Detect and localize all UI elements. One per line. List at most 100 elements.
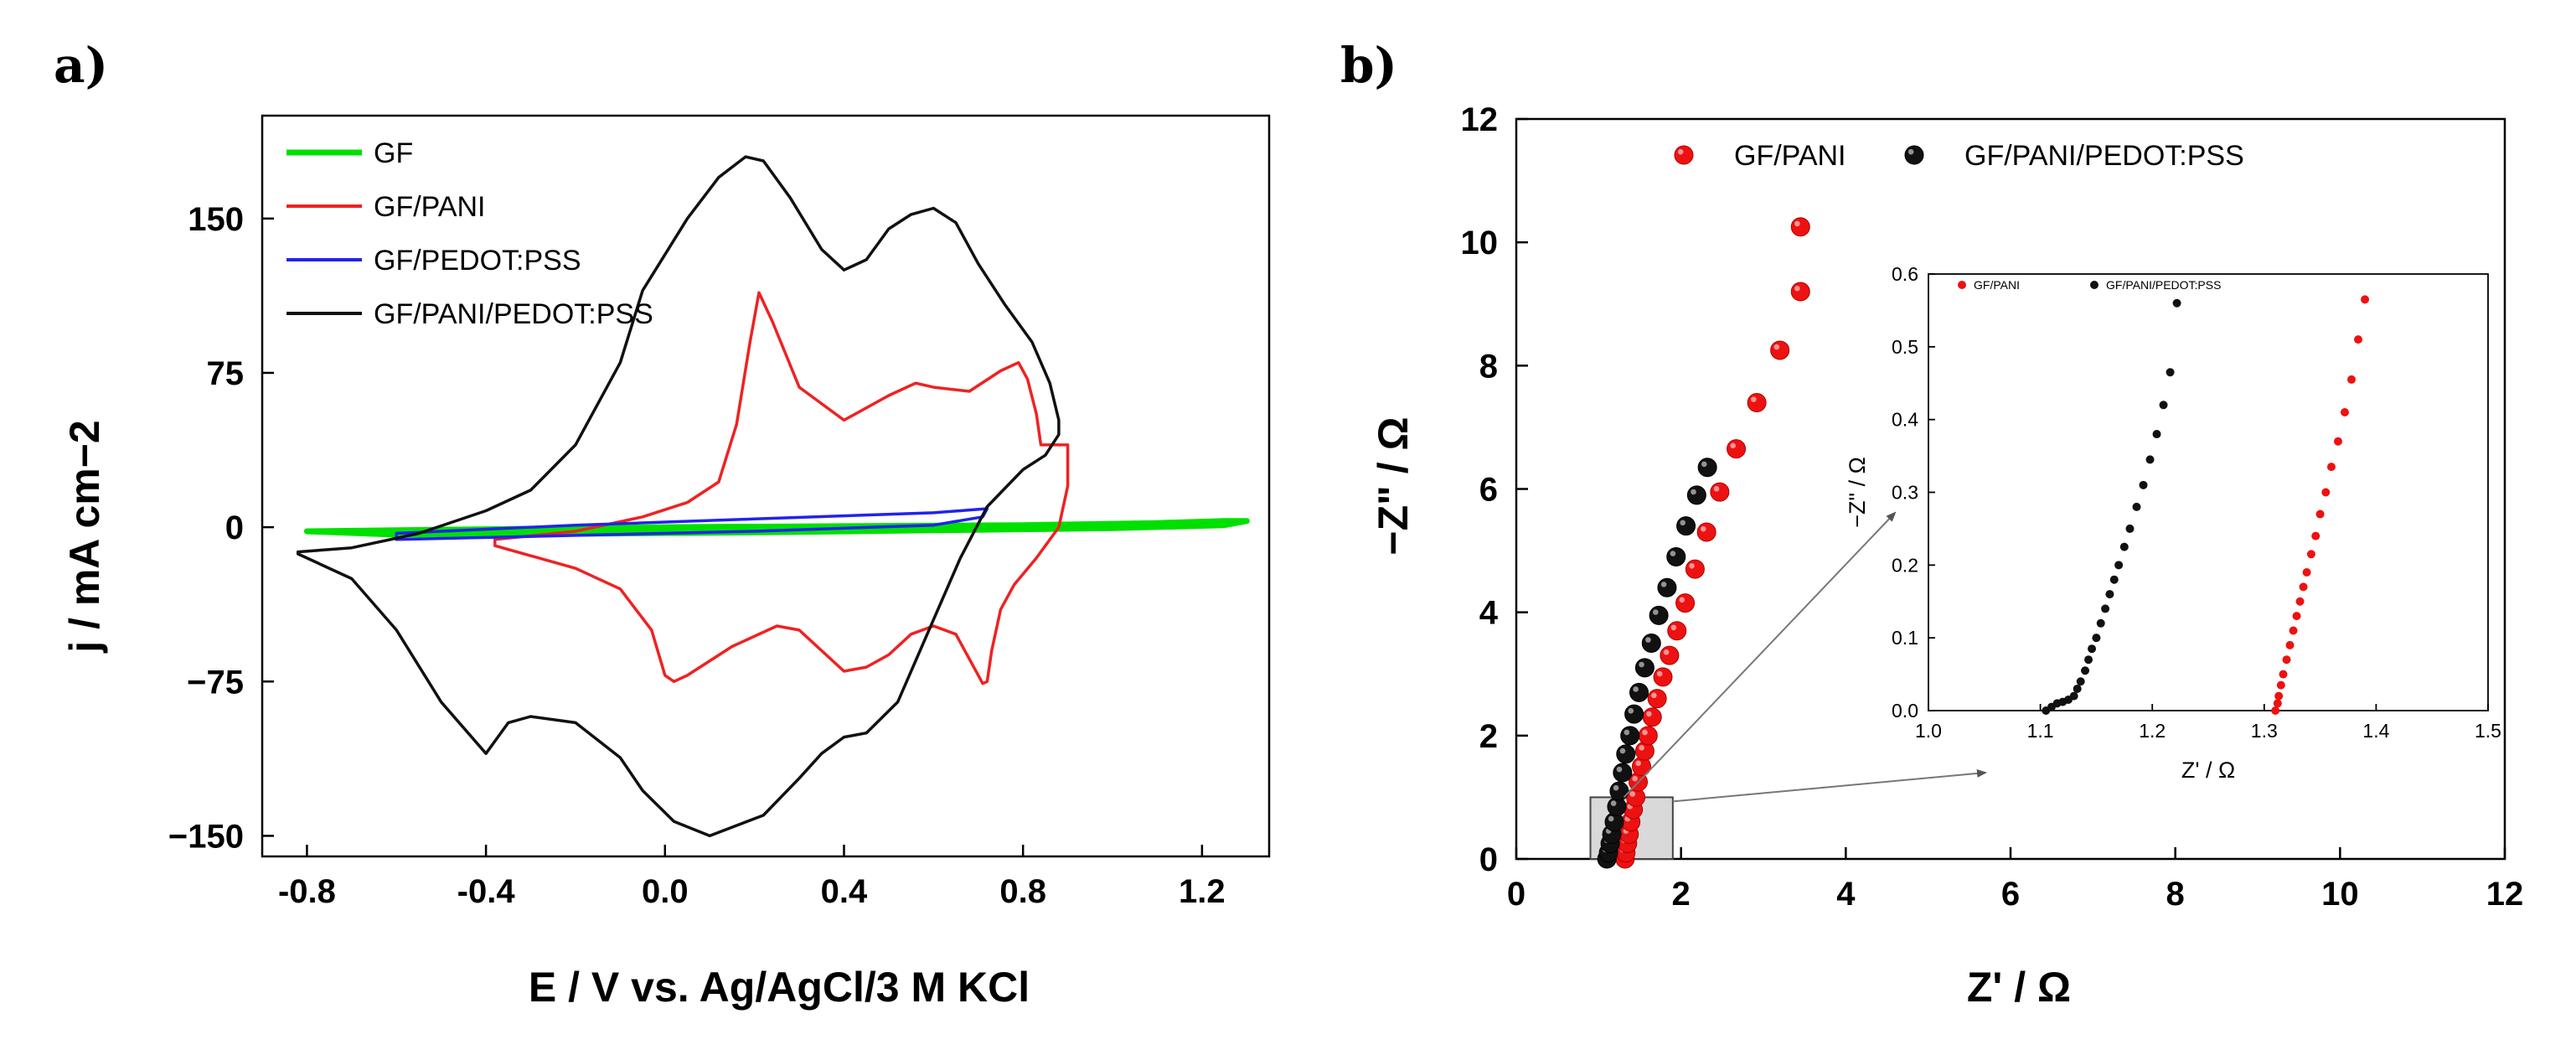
eis-legend-label: GF/PANI/PEDOT:PSS [1964, 140, 2244, 172]
eis-point [1676, 516, 1696, 536]
eis-point [1697, 458, 1717, 478]
eis-point [1667, 621, 1687, 641]
eis-x-tick-label: 8 [2166, 876, 2185, 913]
inset-point [2306, 550, 2315, 559]
eis-point-highlight [1633, 686, 1639, 692]
inset-y-tick-label: 0.4 [1892, 409, 1918, 431]
inset-point [2347, 375, 2357, 384]
eis-legend-label: GF/PANI [1734, 140, 1846, 172]
zoom-arrow-upper [1623, 511, 1897, 799]
eis-point-highlight [1660, 582, 1667, 587]
inset-point [2273, 699, 2282, 708]
cv-x-tick-label: 1.2 [1179, 873, 1226, 910]
eis-point [1727, 439, 1747, 459]
eis-point-highlight [1651, 692, 1657, 699]
inset-point [2321, 488, 2331, 497]
eis-point [1666, 546, 1686, 566]
cv-plot: -0.8 -0.4 0.0 0.4 0.8 1.2 150 75 0 −75 −150 GF GF/PA… [168, 114, 1271, 910]
cv-x-tick-label: 0.8 [999, 873, 1046, 910]
inset-point [2326, 463, 2336, 472]
eis-point-highlight [1701, 461, 1707, 468]
eis-point-highlight [1613, 784, 1619, 791]
eis-point-highlight [1701, 525, 1706, 532]
eis-x-tick-label: 6 [2001, 876, 2020, 913]
inset-point [2069, 691, 2078, 701]
eis-y-tick-label: 0 [1479, 841, 1498, 878]
eis-inset: 1.0 1.1 1.2 1.3 1.4 1.5 0.0 0.1 0.2 0.3 0.4 0.5 0.6 G… [1845, 263, 2501, 783]
inset-point [2092, 634, 2101, 643]
inset-point [2105, 590, 2114, 599]
inset-legend-label: GF/PANI/PEDOT:PSS [2106, 278, 2221, 292]
eis-point-highlight [1794, 285, 1800, 292]
eis-point-highlight [1639, 661, 1644, 668]
inset-point [2125, 524, 2135, 533]
eis-point [1647, 689, 1667, 709]
eis-point [1629, 682, 1649, 702]
eis-x-tick-label: 10 [2321, 876, 2359, 913]
inset-point [2159, 401, 2168, 410]
inset-point [2081, 666, 2090, 675]
eis-point-highlight [1629, 791, 1636, 797]
eis-point [1638, 726, 1658, 746]
cv-legend-label: GF/PANI [374, 191, 486, 223]
inset-point [2132, 502, 2141, 511]
eis-point-highlight [1663, 649, 1670, 655]
inset-point [2114, 561, 2124, 570]
eis-point-highlight [1713, 486, 1720, 492]
inset-legend-marker [2090, 281, 2098, 289]
cv-x-tick-label: 0.4 [821, 873, 868, 910]
eis-point [1770, 340, 1790, 360]
eis-point-highlight [1608, 815, 1614, 822]
inset-point [2340, 407, 2349, 416]
eis-point [1616, 744, 1636, 764]
eis-y-tick-label: 10 [1461, 225, 1499, 261]
inset-point [2302, 568, 2311, 577]
eis-point-highlight [1632, 775, 1638, 782]
inset-point [2076, 677, 2085, 686]
eis-point [1696, 522, 1716, 542]
inset-point [2096, 618, 2105, 628]
eis-point [1609, 781, 1629, 801]
cv-x-axis-title: E / V vs. Ag/AgCl/3 M KCl [529, 964, 1030, 1011]
eis-point-highlight [1619, 747, 1626, 754]
eis-point [1675, 593, 1696, 613]
eis-point-highlight [1628, 707, 1634, 714]
eis-point-highlight [1670, 624, 1677, 631]
eis-point-highlight [1773, 344, 1780, 350]
eis-y-axis-title: −Z" / Ω [1370, 416, 1417, 555]
cv-x-tick-label: 0.0 [642, 873, 689, 910]
inset-point [2292, 612, 2301, 621]
cv-legend-label: GF/PEDOT:PSS [374, 245, 581, 277]
eis-point-highlight [1656, 670, 1663, 677]
eis-point-highlight [1750, 396, 1757, 402]
eis-y-tick-label: 2 [1479, 718, 1498, 755]
cv-y-axis-title: j / mA cm−2 [61, 420, 108, 653]
inset-point [2084, 655, 2093, 665]
cv-y-tick-label: 150 [188, 201, 244, 238]
eis-point-highlight [1679, 597, 1685, 603]
inset-x-tick-label: 1.2 [2139, 720, 2166, 742]
inset-x-tick-label: 1.1 [2027, 720, 2054, 742]
inset-legend-label: GF/PANI [1974, 278, 2020, 292]
inset-point [2354, 335, 2363, 344]
eis-point-highlight [1794, 220, 1800, 227]
eis-point-highlight [1670, 551, 1676, 556]
cv-curve-gf-pani-pedot-pss [296, 155, 1061, 838]
eis-point [1634, 658, 1655, 678]
inset-point [2311, 531, 2320, 541]
eis-x-tick-label: 2 [1672, 876, 1691, 913]
eis-point-highlight [1639, 745, 1644, 751]
inset-x-tick-label: 1.3 [2251, 720, 2278, 742]
cv-x-tick-label: -0.4 [457, 873, 516, 910]
eis-legend-marker [1904, 145, 1924, 165]
eis-point [1657, 577, 1677, 597]
eis-point [1613, 763, 1633, 783]
inset-point [2166, 368, 2175, 377]
inset-background [1928, 274, 2488, 711]
inset-point [2299, 582, 2308, 592]
inset-point [2172, 298, 2181, 308]
eis-point-highlight [1645, 637, 1651, 643]
eis-point-highlight [1635, 760, 1641, 767]
inset-point [2315, 509, 2325, 519]
